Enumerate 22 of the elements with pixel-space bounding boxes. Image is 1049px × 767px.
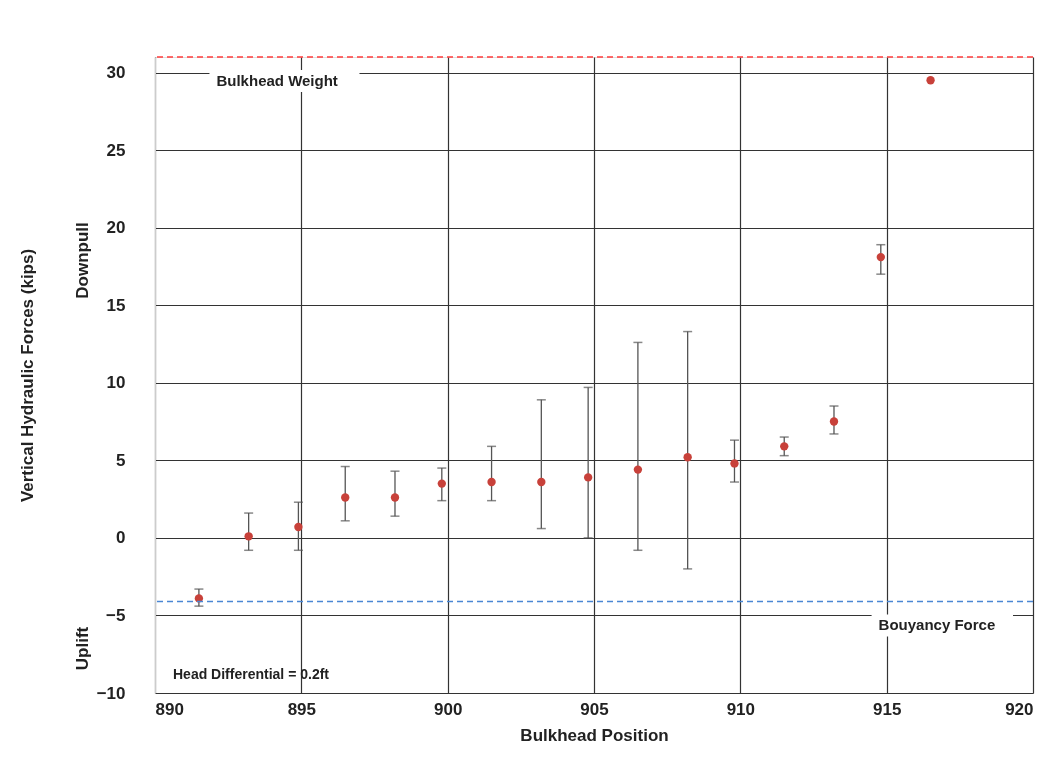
y-tick-label: 20 (106, 218, 126, 238)
x-tick-label: 905 (580, 699, 609, 719)
ref-line-label: Bouyancy Force (878, 616, 996, 634)
y-tick-label: 0 (116, 528, 126, 548)
x-tick-label: 920 (1005, 699, 1034, 719)
x-tick-label: 895 (287, 699, 317, 719)
y-tick-label: 10 (106, 373, 126, 393)
y-tick-label: 15 (106, 295, 126, 315)
x-tick-label: 900 (433, 699, 463, 719)
text: Downpull (73, 222, 92, 299)
y-tick-label: 25 (106, 140, 126, 160)
text: Uplift (73, 626, 92, 671)
x-tick-label: 915 (872, 699, 902, 719)
x-tick-label: 910 (726, 699, 756, 719)
y-tick-label: 30 (106, 63, 126, 83)
y-axis-title: Vertical Hydraulic Forces (kips) (17, 248, 37, 503)
ref-line-label: Bulkhead Weight (216, 72, 338, 89)
x-axis-title: Bulkhead Position (520, 725, 669, 745)
x-tick-label: 890 (155, 699, 184, 719)
y-tick-label: 5 (116, 450, 126, 470)
y-tick-label: −10 (96, 683, 126, 703)
y-tick-label: −5 (106, 605, 126, 625)
